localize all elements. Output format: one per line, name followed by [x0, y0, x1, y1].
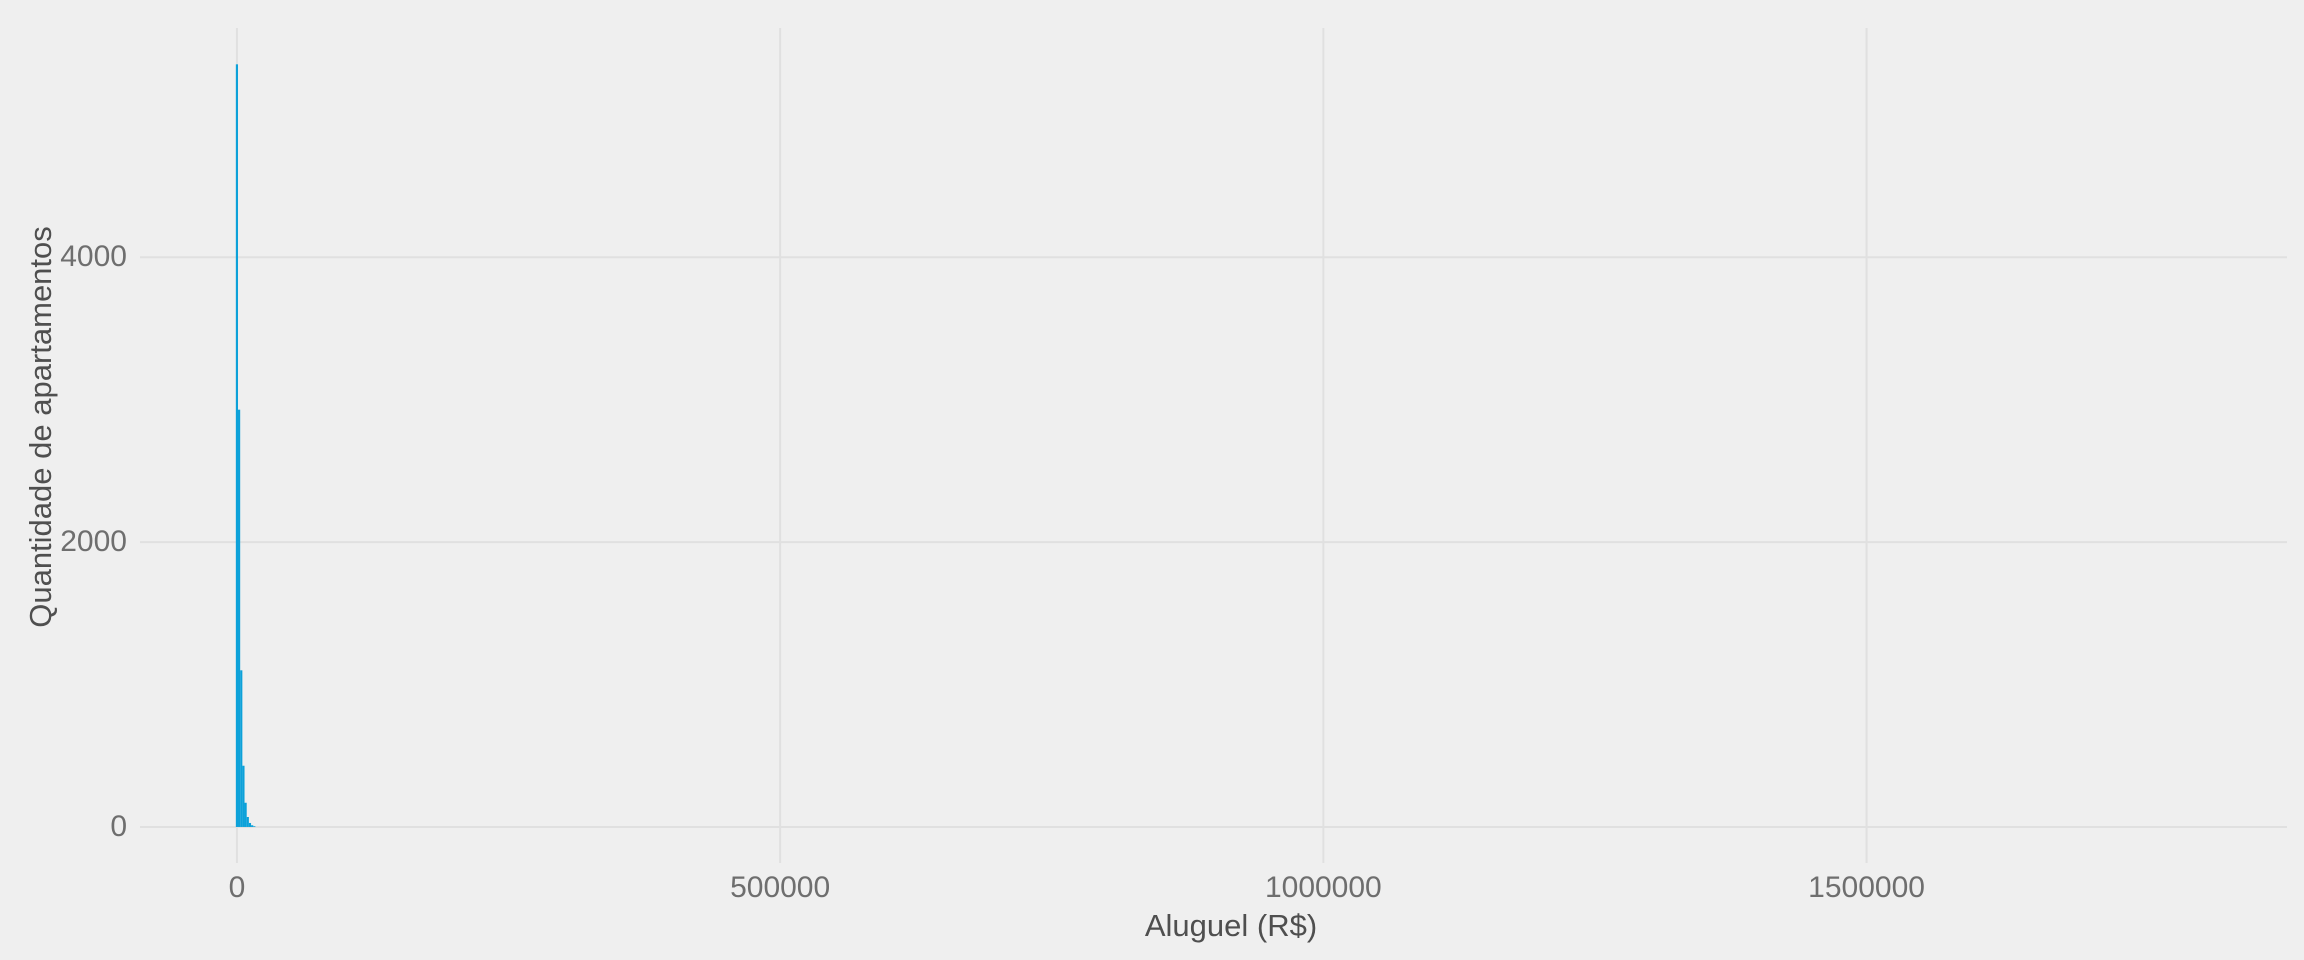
x-tick-label: 0 [228, 871, 246, 904]
y-tick-label: 0 [110, 809, 127, 843]
x-tick-label: 1500000 [1808, 871, 1925, 904]
histogram-bar [253, 826, 256, 827]
histogram-bar [246, 816, 249, 827]
x-tick-label: 1000000 [1264, 871, 1382, 904]
histogram-bar [242, 765, 245, 827]
histogram-bar [251, 825, 254, 827]
histogram-bar [238, 409, 241, 827]
histogram-bars [235, 64, 256, 827]
y-axis-title: Quantidade de apartamentos [23, 226, 58, 628]
y-tick-label: 2000 [60, 525, 127, 559]
gridlines [140, 28, 2287, 863]
x-tick-label: 500000 [730, 871, 831, 904]
x-axis-title: Aluguel (R$) [1144, 908, 1318, 943]
histogram-bar [235, 64, 239, 827]
histogram-bar [240, 670, 243, 827]
histogram-bar [248, 822, 252, 827]
histogram-bar [244, 802, 247, 827]
y-tick-label: 4000 [60, 240, 127, 274]
